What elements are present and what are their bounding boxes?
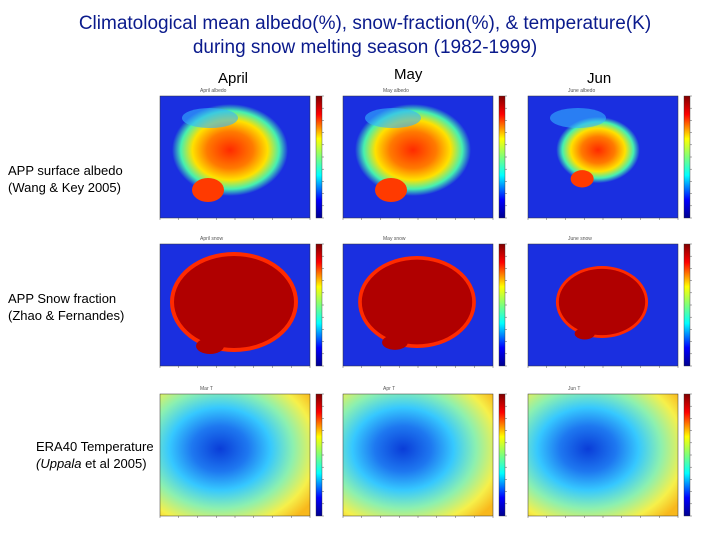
map-panel-title: April snow — [200, 236, 224, 242]
colorbar — [683, 243, 691, 367]
snow-fraction-field — [558, 268, 646, 336]
row-label-temperature-rest: et al 2005) — [81, 456, 147, 471]
map-panel-title: Jun T — [568, 386, 581, 392]
map-image — [527, 393, 692, 518]
slide-title-line1: Climatological mean albedo(%), snow-frac… — [78, 13, 652, 34]
albedo-field — [375, 178, 407, 202]
colorbar — [315, 243, 323, 367]
row-label-temperature: ERA40 Temperature (Uppala et al 2005) — [36, 438, 154, 472]
temperature-field — [343, 394, 493, 516]
map-panel-temperature-0: Mar T — [150, 386, 330, 526]
row-label-albedo: APP surface albedo (Wang & Key 2005) — [8, 162, 123, 196]
colorbar — [498, 95, 506, 219]
map-image — [342, 95, 507, 220]
albedo-field — [570, 170, 594, 188]
map-panel-temperature-1: Apr T — [333, 386, 513, 526]
map-panel-title: Mar T — [200, 386, 213, 392]
row-label-albedo-line2: (Wang & Key 2005) — [8, 180, 121, 195]
row-label-snow: APP Snow fraction (Zhao & Fernandes) — [8, 290, 124, 324]
slide-title-line2: during snow melting season (1982-1999) — [192, 37, 538, 58]
colorbar — [683, 95, 691, 219]
map-panel-title: May snow — [383, 236, 406, 242]
albedo-field — [556, 116, 640, 184]
map-panel-snow-fraction-2: June snow — [518, 236, 698, 376]
row-label-temperature-line1: ERA40 Temperature — [36, 439, 154, 454]
map-image — [527, 243, 692, 368]
map-image — [342, 393, 507, 518]
snow-fraction-field — [174, 256, 294, 348]
map-panel-albedo-1: May albedo — [333, 88, 513, 228]
colorbar — [683, 393, 691, 517]
map-image — [159, 95, 324, 220]
row-label-albedo-line1: APP surface albedo — [8, 163, 123, 178]
albedo-field — [192, 178, 224, 202]
map-panel-snow-fraction-1: May snow — [333, 236, 513, 376]
map-panel-temperature-2: Jun T — [518, 386, 698, 526]
row-label-snow-line1: APP Snow fraction — [8, 291, 117, 306]
map-panel-title: May albedo — [383, 88, 409, 94]
column-header-may: May — [394, 66, 423, 83]
map-panel-albedo-2: June albedo — [518, 88, 698, 228]
temperature-field — [528, 394, 678, 516]
map-panel-title: April albedo — [200, 88, 227, 94]
column-header-jun: Jun — [587, 70, 612, 87]
map-image — [159, 243, 324, 368]
row-label-snow-line2: (Zhao & Fernandes) — [8, 308, 125, 323]
map-panel-albedo-0: April albedo — [150, 88, 330, 228]
map-image — [342, 243, 507, 368]
column-header-april: April — [218, 70, 249, 87]
row-label-temperature-author: (Uppala — [36, 456, 82, 471]
snow-fraction-field — [361, 259, 473, 345]
colorbar — [498, 393, 506, 517]
colorbar — [315, 95, 323, 219]
temperature-field — [160, 394, 310, 516]
map-panel-title: June albedo — [568, 88, 596, 94]
map-image — [159, 393, 324, 518]
map-image — [527, 95, 692, 220]
colorbar — [498, 243, 506, 367]
colorbar — [315, 393, 323, 517]
map-panel-title: June snow — [568, 236, 592, 242]
map-panel-snow-fraction-0: April snow — [150, 236, 330, 376]
row-label-temperature-line2: (Uppala et al 2005) — [36, 455, 154, 472]
map-panel-title: Apr T — [383, 386, 396, 392]
